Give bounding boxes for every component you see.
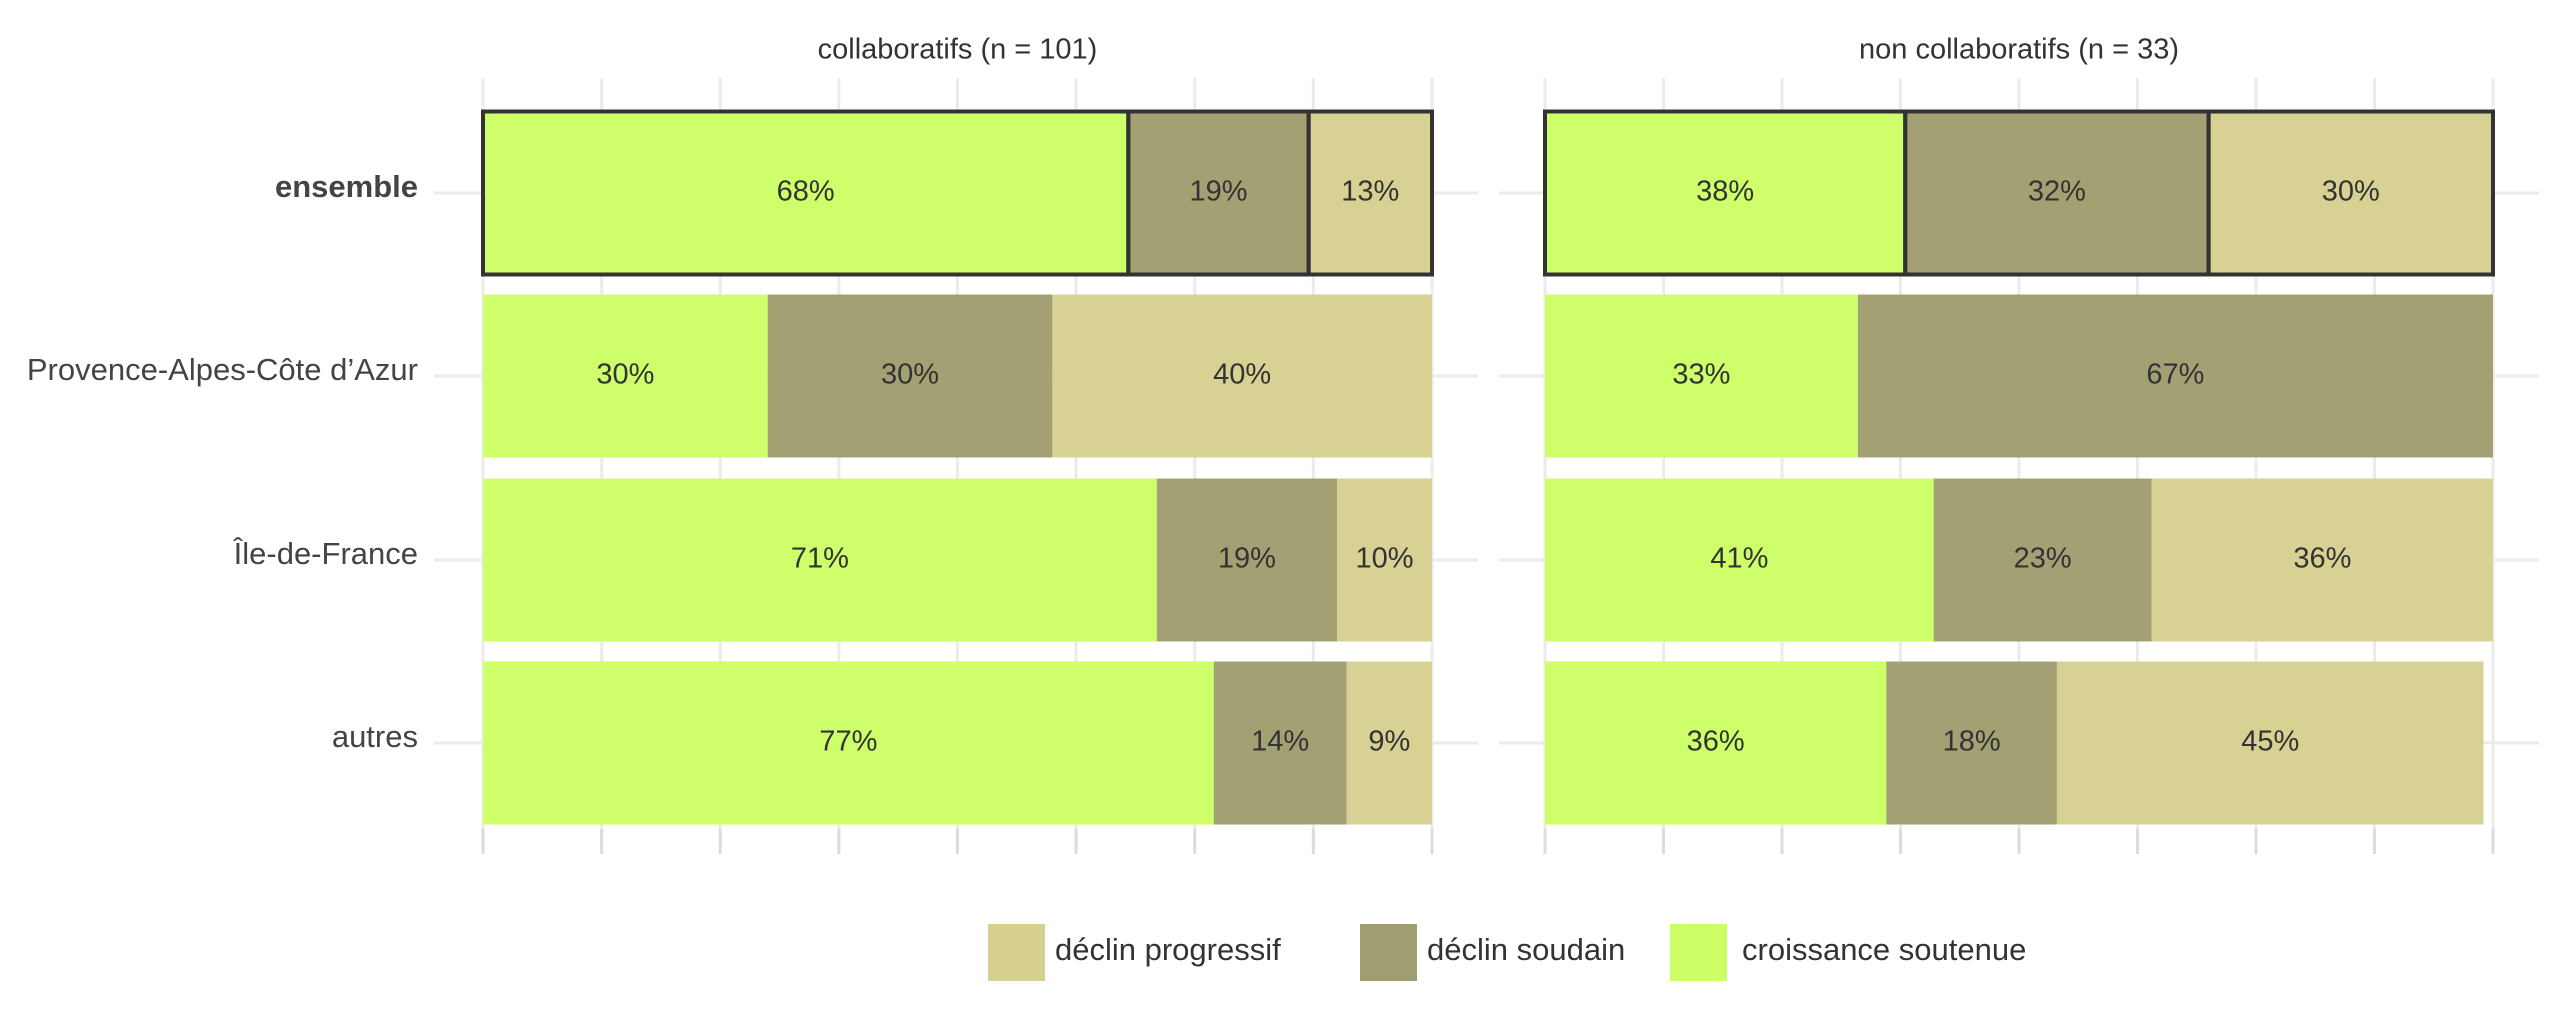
value-label: 18% bbox=[1943, 726, 2001, 758]
category-label: autres bbox=[332, 719, 418, 754]
bar-segment bbox=[483, 478, 1157, 642]
value-label: 68% bbox=[777, 176, 835, 208]
value-label: 67% bbox=[2146, 359, 2204, 391]
value-label: 19% bbox=[1189, 176, 1247, 208]
bar-segment bbox=[2151, 478, 2493, 642]
value-label: 40% bbox=[1213, 359, 1271, 391]
bar-segment bbox=[483, 661, 1214, 825]
legend-swatch bbox=[988, 924, 1045, 981]
panel-title: collaboratifs (n = 101) bbox=[818, 34, 1098, 66]
category-label: ensemble bbox=[275, 169, 418, 204]
value-label: 32% bbox=[2028, 176, 2086, 208]
bar-segment bbox=[1308, 111, 1432, 275]
category-label: Provence-Alpes-Côte d’Azur bbox=[27, 352, 418, 387]
bar-segment bbox=[1156, 478, 1338, 642]
value-label: 14% bbox=[1251, 726, 1309, 758]
value-label: 10% bbox=[1356, 543, 1414, 575]
value-label: 23% bbox=[2014, 543, 2072, 575]
bar-segment bbox=[1857, 294, 2493, 458]
value-label: 13% bbox=[1341, 176, 1399, 208]
bar-segment bbox=[1213, 661, 1347, 825]
bar-segment bbox=[483, 111, 1129, 275]
category-label: Île-de-France bbox=[233, 536, 418, 571]
value-label: 38% bbox=[1696, 176, 1754, 208]
bar-segment bbox=[1337, 478, 1432, 642]
value-label: 77% bbox=[819, 726, 877, 758]
value-label: 19% bbox=[1218, 543, 1276, 575]
value-label: 9% bbox=[1368, 726, 1410, 758]
bar-segment bbox=[1545, 661, 1887, 825]
legend-label: déclin soudain bbox=[1427, 932, 1625, 967]
bar-segment bbox=[1545, 294, 1858, 458]
bar-segment bbox=[1886, 661, 2057, 825]
bar-segment bbox=[2208, 111, 2493, 275]
bar-segment bbox=[1933, 478, 2152, 642]
legend-label: déclin progressif bbox=[1055, 932, 1281, 967]
bar-segment bbox=[1128, 111, 1309, 275]
legend-swatch bbox=[1670, 924, 1727, 981]
value-label: 30% bbox=[596, 359, 654, 391]
legend-label: croissance soutenue bbox=[1742, 932, 2026, 967]
value-label: 41% bbox=[1710, 543, 1768, 575]
bar-segment bbox=[1346, 661, 1432, 825]
panel-title: non collaboratifs (n = 33) bbox=[1859, 34, 2179, 66]
value-label: 36% bbox=[2293, 543, 2351, 575]
value-label: 71% bbox=[791, 543, 849, 575]
bar-segment bbox=[1905, 111, 2209, 275]
legend-swatch bbox=[1360, 924, 1417, 981]
bar-segment bbox=[2056, 661, 2484, 825]
bar-outline bbox=[2206, 109, 2496, 277]
bar-segment bbox=[1052, 294, 1432, 458]
value-label: 45% bbox=[2241, 726, 2299, 758]
bar-segment bbox=[483, 294, 768, 458]
value-label: 36% bbox=[1687, 726, 1745, 758]
value-label: 30% bbox=[2322, 176, 2380, 208]
bar-outline bbox=[1306, 109, 1435, 277]
value-label: 33% bbox=[1672, 359, 1730, 391]
value-label: 30% bbox=[881, 359, 939, 391]
bar-segment bbox=[1545, 478, 1934, 642]
bar-segment bbox=[1545, 111, 1906, 275]
bar-segment bbox=[767, 294, 1053, 458]
